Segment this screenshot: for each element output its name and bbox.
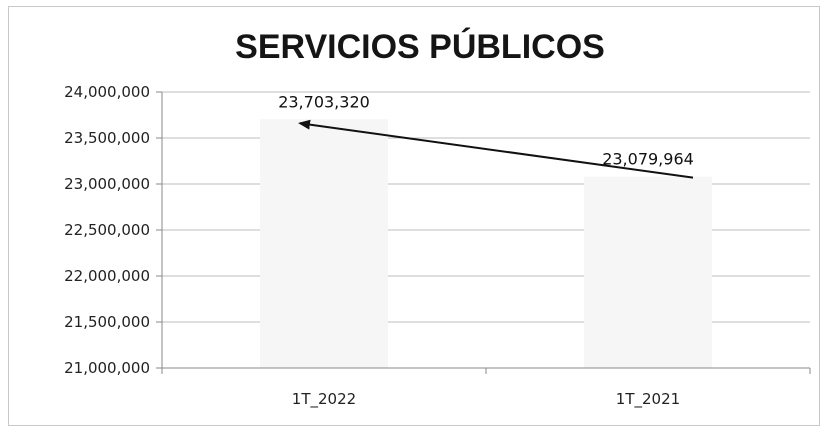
bar-1t-2022 [260,119,388,369]
axes [156,91,811,374]
data-label: 23,703,320 [278,92,370,111]
y-tick-label: 23,000,000 [64,175,150,193]
labels: 21,000,000 21,500,000 22,000,000 22,500,000… [64,83,694,409]
y-tick-label: 23,500,000 [64,129,150,147]
data-label: 23,079,964 [602,150,694,169]
chart-title: SERVICIOS PÚBLICOS [235,28,605,66]
y-tick-label: 21,500,000 [64,313,150,331]
bar-1t-2021 [584,176,712,368]
bars [260,119,712,369]
y-tick-label: 21,000,000 [64,359,150,377]
x-tick-label: 1T_2021 [616,390,680,409]
gridlines [162,91,810,369]
y-tick-label: 24,000,000 [64,83,150,101]
y-tick-label: 22,000,000 [64,267,150,285]
y-tick-label: 22,500,000 [64,221,150,239]
trend-arrow [298,119,694,179]
x-tick-label: 1T_2022 [292,390,356,409]
annotations [298,119,694,179]
